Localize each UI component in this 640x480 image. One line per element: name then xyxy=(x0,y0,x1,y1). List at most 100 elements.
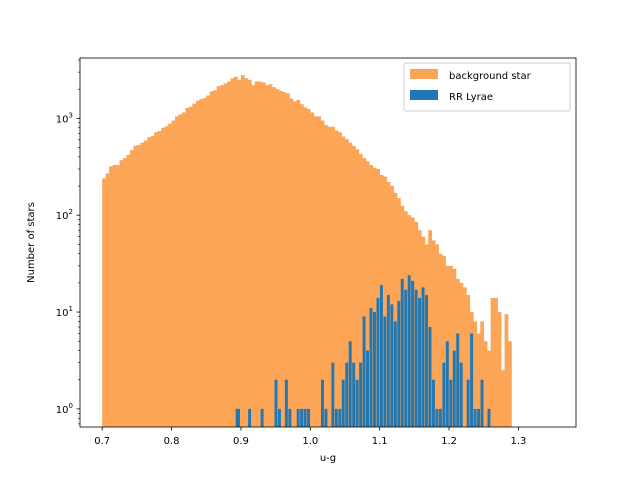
bar-rr-lyrae xyxy=(373,312,376,427)
bar-background-star xyxy=(483,341,488,427)
x-tick-label: 0.7 xyxy=(94,436,110,447)
bar-rr-lyrae xyxy=(477,408,480,427)
bar-background-star xyxy=(116,164,120,427)
bar-rr-lyrae xyxy=(459,362,463,427)
bar-background-star xyxy=(223,83,228,427)
bar-background-star xyxy=(501,370,505,427)
bar-rr-lyrae xyxy=(487,408,491,427)
bar-background-star xyxy=(462,287,467,427)
bar-background-star xyxy=(372,167,377,428)
bar-background-star xyxy=(272,87,276,427)
bar-background-star xyxy=(431,240,436,427)
bar-rr-lyrae xyxy=(355,379,359,427)
y-axis: 100 101 102 103 xyxy=(56,59,80,425)
bar-background-star xyxy=(334,130,339,427)
bar-background-star xyxy=(105,173,110,427)
bar-background-star xyxy=(320,120,325,427)
bar-background-star xyxy=(480,321,485,427)
bar-rr-lyrae xyxy=(260,408,264,427)
bar-rr-lyrae xyxy=(334,408,338,427)
legend: background star RR Lyrae xyxy=(403,62,571,112)
legend-box xyxy=(403,62,571,112)
bar-background-star xyxy=(459,282,464,427)
bar-background-star xyxy=(161,127,165,427)
bar-rr-lyrae xyxy=(362,316,366,427)
bar-background-star xyxy=(449,265,453,427)
bar-rr-lyrae xyxy=(400,278,404,427)
bar-background-star xyxy=(216,86,221,427)
bar-rr-lyrae xyxy=(393,321,397,427)
y-tick-label: 102 xyxy=(56,208,73,222)
legend-label-rr-lyrae: RR Lyrae xyxy=(449,92,493,103)
bar-background-star xyxy=(331,126,335,428)
bar-rr-lyrae xyxy=(359,362,363,427)
bar-rr-lyrae xyxy=(383,316,387,427)
bar-background-star xyxy=(261,82,266,427)
bar-background-star xyxy=(154,132,158,428)
bar-background-star xyxy=(313,116,318,428)
bar-rr-lyrae xyxy=(296,408,300,427)
bar-rr-lyrae xyxy=(376,297,380,427)
bar-background-star xyxy=(133,145,138,427)
bar-background-star xyxy=(168,123,172,427)
bar-background-star xyxy=(171,120,176,427)
bar-rr-lyrae xyxy=(414,289,418,427)
bar-rr-lyrae xyxy=(274,379,278,427)
bar-background-star xyxy=(282,92,287,427)
bar-rr-lyrae xyxy=(324,408,328,427)
bar-rr-lyrae xyxy=(352,362,356,427)
bar-rr-lyrae xyxy=(277,408,281,427)
y-axis-label: Number of stars xyxy=(26,202,37,283)
bar-background-star xyxy=(327,126,332,428)
bar-background-star xyxy=(220,85,224,427)
bar-background-star xyxy=(230,78,235,427)
bar-background-star xyxy=(136,145,141,427)
bar-rr-lyrae xyxy=(303,408,307,427)
x-axis-label: u-g xyxy=(320,453,336,464)
bar-background-star xyxy=(164,126,169,428)
bar-rr-lyrae xyxy=(386,294,390,427)
bar-background-star xyxy=(369,164,374,427)
bar-background-star xyxy=(227,81,231,427)
bar-background-star xyxy=(192,103,197,427)
bar-background-star xyxy=(362,157,367,427)
bar-rr-lyrae xyxy=(338,408,342,427)
bar-background-star xyxy=(112,164,117,427)
bar-background-star xyxy=(365,161,370,427)
bar-background-star xyxy=(497,312,502,427)
x-tick-label: 1.2 xyxy=(441,436,457,447)
bar-rr-lyrae xyxy=(407,275,411,427)
bar-background-star xyxy=(452,268,457,427)
bar-rr-lyrae xyxy=(366,350,369,427)
bar-background-star xyxy=(338,132,342,428)
bar-rr-lyrae xyxy=(397,301,401,427)
bar-background-star xyxy=(251,85,256,427)
bar-rr-lyrae xyxy=(445,341,449,427)
bar-rr-lyrae xyxy=(431,379,435,427)
x-tick-label: 0.9 xyxy=(233,436,249,447)
bar-rr-lyrae xyxy=(421,287,425,427)
bar-background-star xyxy=(244,78,249,427)
bar-background-star xyxy=(317,116,322,428)
x-tick-label: 1.1 xyxy=(372,436,388,447)
bar-background-star xyxy=(473,321,478,427)
bar-background-star xyxy=(140,142,145,427)
bar-rr-lyrae xyxy=(307,408,311,427)
bar-background-star xyxy=(123,157,127,427)
bar-background-star xyxy=(310,112,315,428)
bar-background-star xyxy=(129,150,134,427)
bar-background-star xyxy=(247,79,252,427)
bar-background-star xyxy=(466,294,471,427)
bar-rr-lyrae xyxy=(470,333,474,427)
bar-rr-lyrae xyxy=(284,379,288,427)
bar-background-star xyxy=(289,98,294,427)
bar-background-star xyxy=(185,107,190,427)
bar-background-star xyxy=(178,114,183,427)
plot-area xyxy=(102,75,512,428)
plot-frame xyxy=(79,57,577,428)
bar-background-star xyxy=(438,253,443,427)
bar-background-star xyxy=(157,131,162,428)
bar-background-star xyxy=(355,149,360,427)
bar-background-star xyxy=(306,108,311,427)
bar-background-star xyxy=(275,89,280,427)
